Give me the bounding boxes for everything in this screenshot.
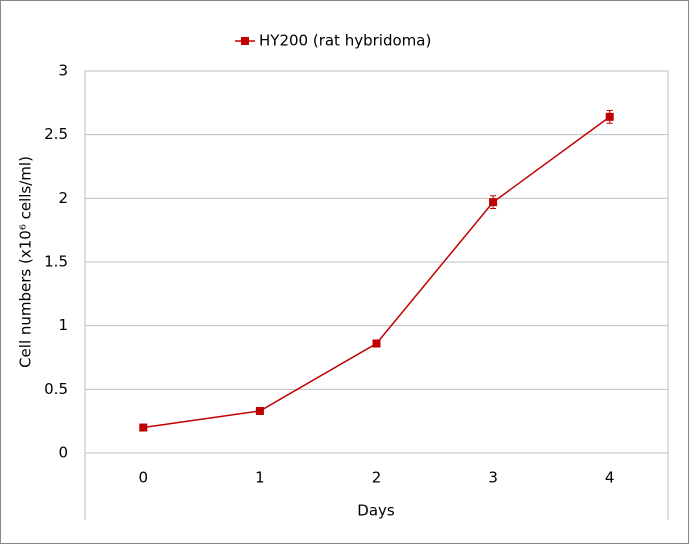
y-axis-label: Cell numbers (x10⁶ cells/ml) xyxy=(17,156,35,368)
x-tick-label: 0 xyxy=(139,469,149,487)
x-axis-label: Days xyxy=(357,502,395,520)
y-tick-label: 2 xyxy=(58,189,68,207)
x-tick-label: 1 xyxy=(255,469,265,487)
data-point xyxy=(255,406,264,415)
y-tick-label: 0 xyxy=(58,444,68,462)
y-tick-label: 3 xyxy=(58,62,68,80)
data-point xyxy=(139,423,148,432)
x-tick-label: 2 xyxy=(372,469,382,487)
data-point xyxy=(605,112,614,121)
y-tick-label: 0.5 xyxy=(44,380,68,398)
data-point xyxy=(489,198,498,207)
y-tick-label: 1.5 xyxy=(44,253,68,271)
legend-label: HY200 (rat hybridoma) xyxy=(259,32,431,50)
data-point xyxy=(372,339,381,348)
y-tick-label: 2.5 xyxy=(44,125,68,143)
x-tick-label: 3 xyxy=(488,469,498,487)
y-tick-label: 1 xyxy=(58,316,68,334)
x-tick-label: 4 xyxy=(605,469,615,487)
legend-marker xyxy=(241,37,249,45)
